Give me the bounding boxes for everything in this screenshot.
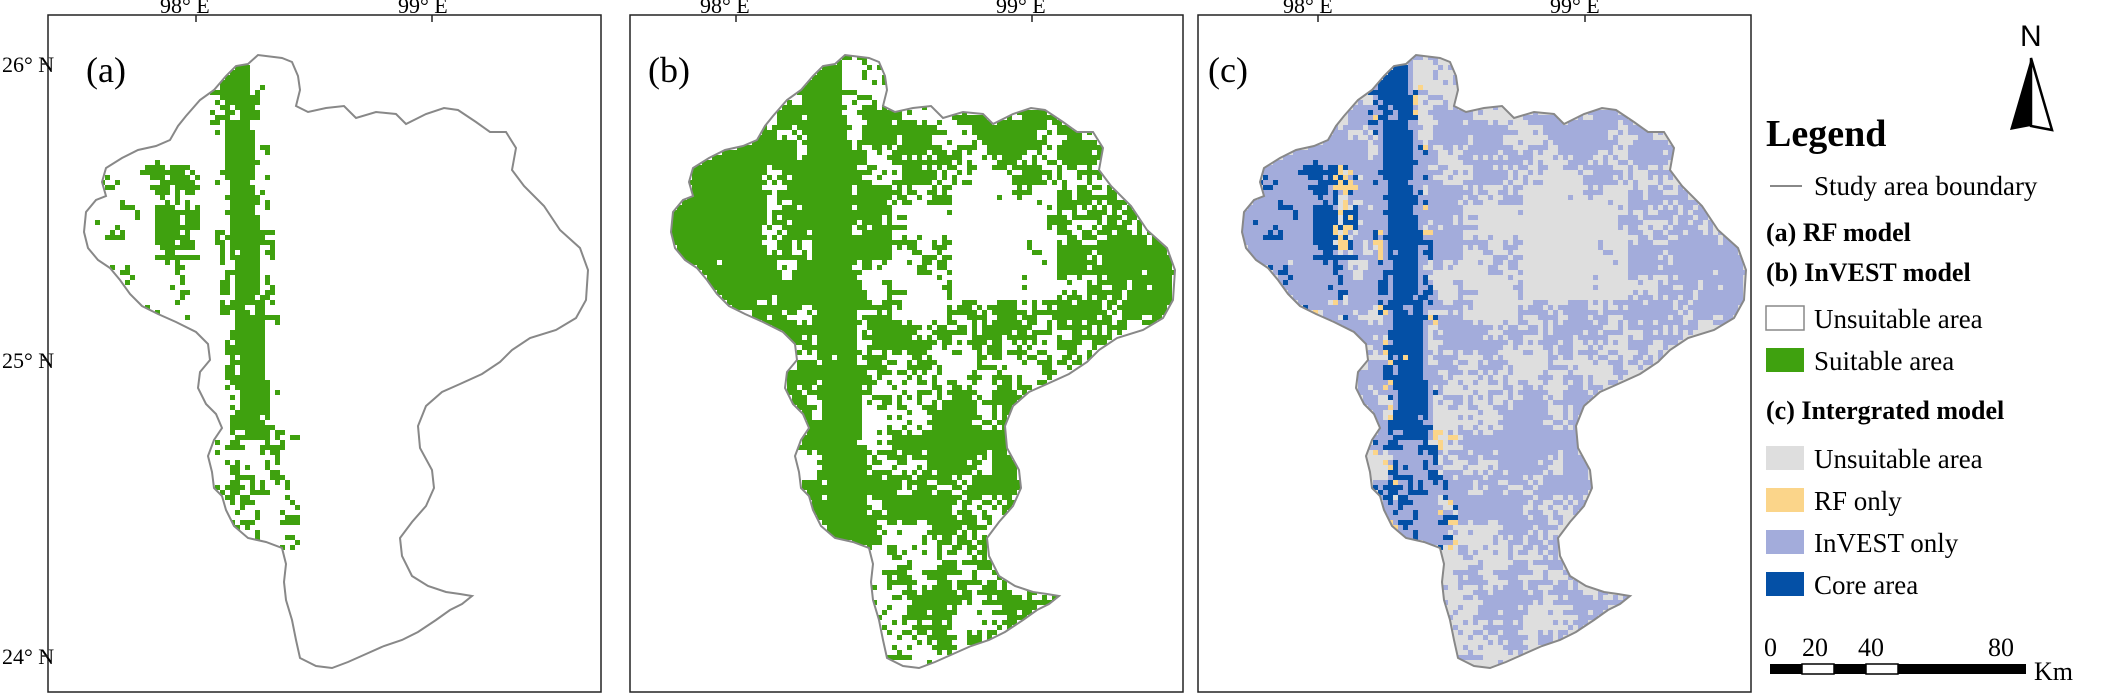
raster-layer-a (95, 65, 300, 550)
panel-b-frame (629, 14, 1184, 693)
panel-label-b: (b) (648, 50, 690, 90)
swatch-invest-only (1766, 530, 1804, 554)
scale-label-80: 80 (1988, 633, 2014, 662)
map-panel-c (1240, 53, 1748, 670)
panel-a-frame (47, 14, 602, 693)
raster-layer-b (672, 55, 1175, 665)
scale-label-20: 20 (1802, 633, 1828, 662)
legend-heading-invest: (b) InVEST model (1766, 258, 1971, 287)
scale-bar: 0 20 40 80 Km (1764, 633, 2073, 686)
raster-layer-c (1253, 65, 1458, 550)
legend-unsuitable-integrated: Unsuitable area (1814, 444, 1983, 474)
north-arrow-label: N (2020, 20, 2042, 53)
study-area-fill-a (84, 55, 588, 668)
legend-invest-only: InVEST only (1814, 528, 1959, 558)
lon-ticks (195, 15, 1586, 22)
map-panel-a (82, 53, 590, 670)
swatch-core (1766, 572, 1804, 596)
lon-label-99-a: 99° E (398, 0, 448, 18)
legend-core: Core area (1814, 570, 1918, 600)
legend: Legend Study area boundary (a) RF model … (1765, 113, 2038, 600)
scale-unit: Km (2034, 657, 2073, 686)
study-area-boundary-a (82, 53, 590, 670)
lon-label-99-b: 99° E (996, 0, 1046, 18)
study-area-boundary-c (1240, 53, 1748, 670)
panel-label-a: (a) (86, 50, 126, 90)
study-area-boundary-b (669, 53, 1177, 670)
swatch-suitable (1766, 348, 1804, 372)
legend-unsuitable-binary: Unsuitable area (1814, 304, 1983, 334)
scale-label-0: 0 (1764, 633, 1777, 662)
swatch-unsuitable-integrated (1766, 446, 1804, 470)
raster-layer-c (1313, 85, 1458, 550)
legend-heading-rf: (a) RF model (1766, 218, 1911, 247)
lon-label-99-c: 99° E (1550, 0, 1600, 18)
swatch-unsuitable-binary (1765, 305, 1805, 331)
legend-title: Legend (1766, 113, 1886, 155)
north-arrow-icon: N (2010, 20, 2054, 132)
lon-label-98-a: 98° E (160, 0, 210, 18)
lon-label-98-c: 98° E (1283, 0, 1333, 18)
panel-label-c: (c) (1208, 50, 1248, 90)
legend-suitable: Suitable area (1814, 346, 1954, 376)
legend-heading-integrated: (c) Intergrated model (1766, 396, 2004, 425)
scale-label-40: 40 (1858, 633, 1884, 662)
lon-label-98-b: 98° E (700, 0, 750, 18)
legend-boundary-label: Study area boundary (1814, 171, 2038, 201)
raster-layer-c (1243, 55, 1746, 665)
panel-c-frame (1197, 14, 1752, 693)
map-panel-b (669, 53, 1177, 670)
swatch-rf-only (1766, 488, 1804, 512)
lat-ticks (42, 63, 48, 657)
legend-rf-only: RF only (1814, 486, 1902, 516)
